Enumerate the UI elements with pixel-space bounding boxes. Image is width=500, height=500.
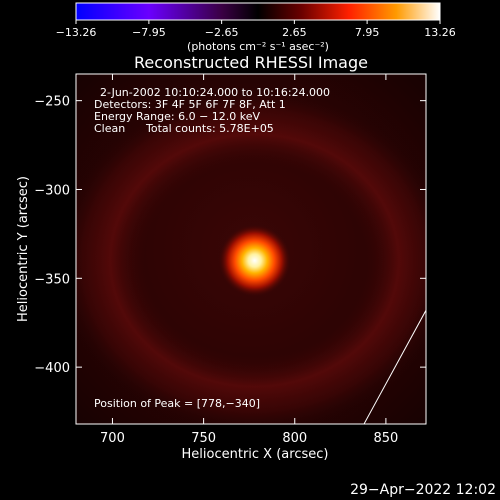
annotation-method: Clean (94, 122, 125, 135)
plot-frame (75, 73, 427, 425)
hxr-source (218, 224, 291, 297)
y-tick-label: −400 (34, 361, 70, 376)
x-tick-label: 850 (373, 431, 398, 446)
x-axis-title: Heliocentric X (arcsec) (182, 447, 329, 462)
annotation-counts: Total counts: 5.78E+05 (145, 122, 274, 135)
colorbar-tick-label: 13.26 (424, 26, 456, 39)
colorbar (75, 2, 441, 21)
x-tick-label: 750 (191, 431, 216, 446)
annotation-peak: Position of Peak = [778,−340] (94, 397, 260, 410)
y-axis-title: Heliocentric Y (arcsec) (16, 176, 31, 322)
chart-title: Reconstructed RHESSI Image (134, 53, 368, 72)
colorbar-tick-label: 7.95 (355, 26, 380, 39)
y-tick-label: −300 (34, 183, 70, 198)
annotation-time-range: 2-Jun-2002 10:10:24.000 to 10:16:24.000 (100, 86, 330, 99)
x-tick-label: 700 (100, 431, 125, 446)
annotation-detectors: Detectors: 3F 4F 5F 6F 7F 8F, Att 1 (94, 98, 286, 111)
heatmap-image (76, 74, 426, 424)
y-tick-label: −250 (34, 95, 70, 110)
colorbar-tick-label: −7.95 (132, 26, 166, 39)
colorbar-unit-label: (photons cm⁻² s⁻¹ asec⁻²) (187, 40, 329, 53)
y-tick-label: −350 (34, 272, 70, 287)
axis-ticks: 700 750 800 850 −250 −300 −350 −400 (34, 74, 426, 446)
colorbar-tick-label: 2.65 (282, 26, 307, 39)
colorbar-tick-label: −2.65 (205, 26, 239, 39)
solar-limb-line (363, 310, 426, 424)
colorbar-tick-label: −13.26 (56, 26, 97, 39)
annotation-energy: Energy Range: 6.0 − 12.0 keV (94, 110, 261, 123)
timestamp: 29−Apr−2022 12:02 (350, 482, 496, 498)
colorbar-ticks: −13.26 −7.95 −2.65 2.65 7.95 13.26 (56, 20, 456, 39)
x-tick-label: 800 (282, 431, 307, 446)
